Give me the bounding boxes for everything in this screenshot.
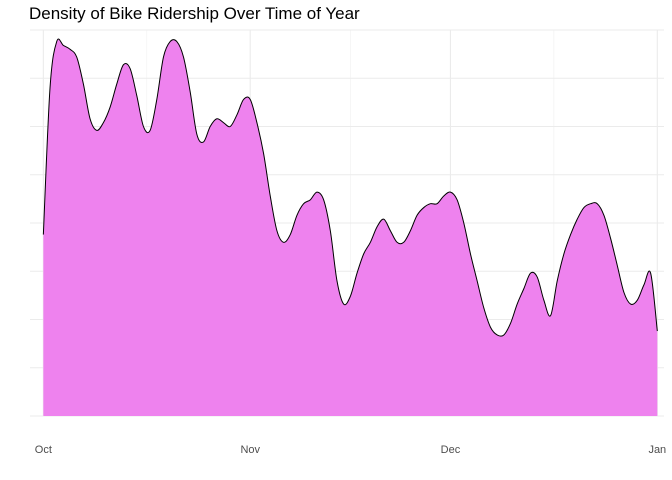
chart-title: Density of Bike Ridership Over Time of Y…: [29, 4, 360, 23]
x-tick-label: Jan: [648, 444, 666, 456]
density-series: [42, 38, 658, 416]
x-tick-label: Oct: [35, 444, 52, 456]
x-tick-label: Nov: [240, 444, 260, 456]
density-line: [42, 38, 658, 337]
density-area: [43, 39, 658, 416]
x-tick-label: Dec: [441, 444, 461, 456]
x-axis-ticks: Oct Nov Dec Jan: [35, 444, 666, 456]
